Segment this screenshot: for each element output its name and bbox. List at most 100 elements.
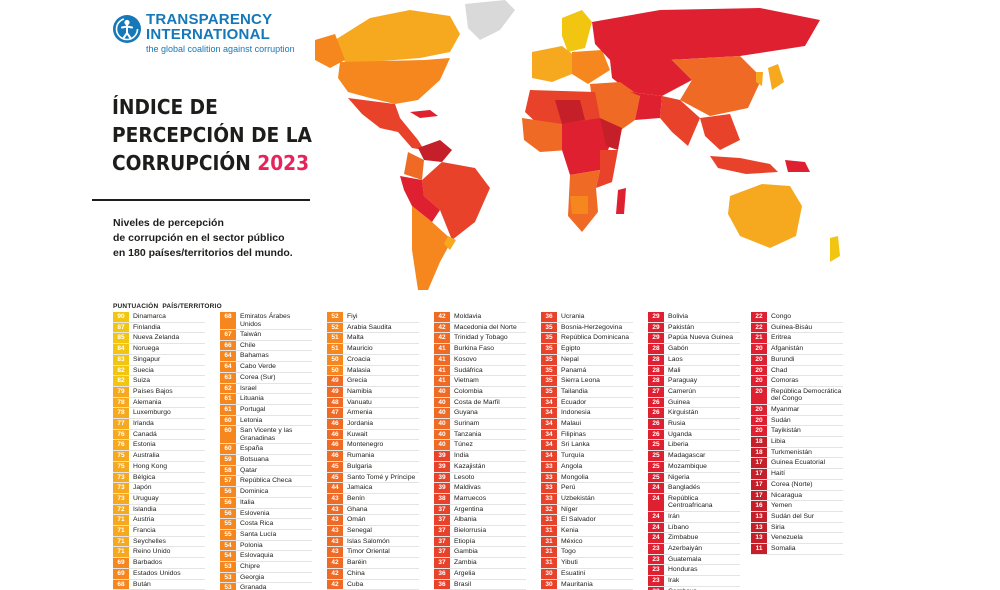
score-cell: 20 — [751, 415, 767, 426]
country-cell: Haití — [771, 470, 785, 478]
score-cell: 64 — [220, 351, 236, 362]
score-cell: 47 — [327, 408, 343, 419]
table-row: 34 Sri Lanka — [541, 440, 633, 452]
table-row: 31 México — [541, 536, 633, 548]
country-cell: Finlandia — [133, 323, 161, 331]
map-region-alaska — [315, 34, 345, 68]
table-row: 17 Nicaragua — [751, 490, 843, 502]
score-cell: 63 — [220, 372, 236, 383]
country-cell: Mongolia — [561, 473, 589, 481]
table-row: 37 Bielorrusia — [434, 526, 526, 537]
table-row: 31 El Salvador — [541, 515, 633, 527]
table-row: 42 Cuba — [327, 579, 419, 590]
country-cell: Polonia — [240, 541, 263, 549]
country-cell: Guyana — [454, 409, 478, 417]
legend-score-header: PUNTUACIÓN — [113, 303, 159, 310]
table-row: 45 Santo Tomé y Príncipe — [327, 472, 419, 484]
country-cell: Chile — [240, 341, 256, 349]
country-cell: México — [561, 537, 583, 545]
table-row: 24 Zimbabue — [648, 533, 740, 545]
country-cell: Gabón — [668, 345, 689, 353]
table-row: 32 Níger — [541, 504, 633, 516]
country-cell: Pakistán — [668, 323, 695, 331]
country-cell: Australia — [133, 452, 160, 460]
country-cell: Noruega — [133, 345, 160, 353]
table-row: 28 Laos — [648, 354, 740, 366]
country-cell: Rumania — [347, 452, 375, 460]
country-cell: Sudán — [771, 416, 791, 424]
score-cell: 52 — [327, 312, 343, 322]
table-row: 23 Irak — [648, 576, 740, 587]
country-cell: Kirguistán — [668, 409, 699, 417]
score-cell: 62 — [220, 383, 236, 394]
table-row: 27 Camerún — [648, 386, 740, 398]
country-cell: Zambia — [454, 559, 477, 567]
country-cell: Irán — [668, 512, 680, 520]
country-cell: Guatemala — [668, 555, 702, 563]
country-cell: Singapur — [133, 355, 161, 363]
country-cell: Ecuador — [561, 398, 587, 406]
country-cell: Argentina — [454, 505, 484, 513]
table-row: 36 Brasil — [434, 579, 526, 590]
score-cell: 29 — [648, 333, 664, 344]
country-cell: Santo Tomé y Príncipe — [347, 473, 416, 481]
score-cell: 53 — [220, 562, 236, 572]
country-cell: Armenia — [347, 409, 373, 417]
score-cell: 40 — [434, 429, 450, 440]
score-cell: 45 — [327, 472, 343, 483]
table-row: 46 Kuwait — [327, 429, 419, 441]
map-region-png — [785, 160, 810, 172]
table-row: 64 Cabo Verde — [220, 362, 312, 373]
table-row: 43 Senegal — [327, 526, 419, 537]
ranking-column: 42 Moldavia 42 Macedonia del Norte 42 Trinida… — [434, 312, 526, 590]
table-row: 43 Timor Oriental — [327, 547, 419, 559]
country-cell: Bután — [133, 580, 151, 588]
country-cell: República Checa — [240, 477, 292, 485]
table-row: 16 Yemen — [751, 501, 843, 512]
country-cell: Indonesia — [561, 409, 591, 417]
table-row: 77 Irlanda — [113, 419, 205, 430]
country-cell: Islas Salomón — [347, 537, 390, 545]
country-cell: Eritrea — [771, 334, 792, 342]
map-region-greenland — [465, 0, 515, 40]
score-cell: 64 — [220, 362, 236, 372]
score-cell: 41 — [434, 354, 450, 365]
table-row: 60 San Vicente y las Granadinas — [220, 426, 312, 445]
country-cell: Ucrania — [561, 313, 585, 320]
country-cell: Macedonia del Norte — [454, 323, 517, 331]
table-row: 33 Angola — [541, 461, 633, 473]
table-row: 53 Chipre — [220, 562, 312, 573]
score-cell: 43 — [327, 504, 343, 515]
country-cell: Islandia — [133, 505, 157, 513]
map-region-caribbean — [410, 110, 438, 118]
table-row: 46 Jordania — [327, 419, 419, 430]
table-row: 20 Burundi — [751, 354, 843, 366]
table-row: 30 Mauritania — [541, 579, 633, 590]
map-region-eastern-europe — [572, 50, 610, 84]
table-row: 43 Ghana — [327, 504, 419, 516]
table-row: 33 Perú — [541, 483, 633, 494]
country-cell: Togo — [561, 548, 576, 556]
score-cell: 40 — [434, 419, 450, 429]
country-cell: Luxemburgo — [133, 409, 171, 417]
score-cell: 31 — [541, 526, 557, 536]
score-cell: 50 — [327, 354, 343, 365]
country-cell: Reino Unido — [133, 548, 171, 556]
table-row: 23 Honduras — [648, 565, 740, 577]
subtitle-line3: en 180 países/territorios del mundo. — [113, 247, 293, 259]
country-cell: Eslovaquia — [240, 552, 274, 560]
score-cell: 31 — [541, 515, 557, 526]
table-row: 41 Kosovo — [434, 354, 526, 366]
table-row: 76 Estonia — [113, 440, 205, 452]
country-cell: Costa de Marfil — [454, 398, 500, 406]
score-cell: 35 — [541, 376, 557, 386]
score-cell: 60 — [220, 426, 236, 444]
score-cell: 34 — [541, 429, 557, 440]
country-cell: Tayikistán — [771, 427, 801, 435]
score-cell: 67 — [220, 330, 236, 340]
country-cell: Maldivas — [454, 484, 481, 492]
table-row: 17 Corea (Norte) — [751, 479, 843, 491]
country-cell: Mauritania — [561, 580, 593, 588]
score-cell: 17 — [751, 479, 767, 490]
table-row: 50 Malasia — [327, 365, 419, 377]
